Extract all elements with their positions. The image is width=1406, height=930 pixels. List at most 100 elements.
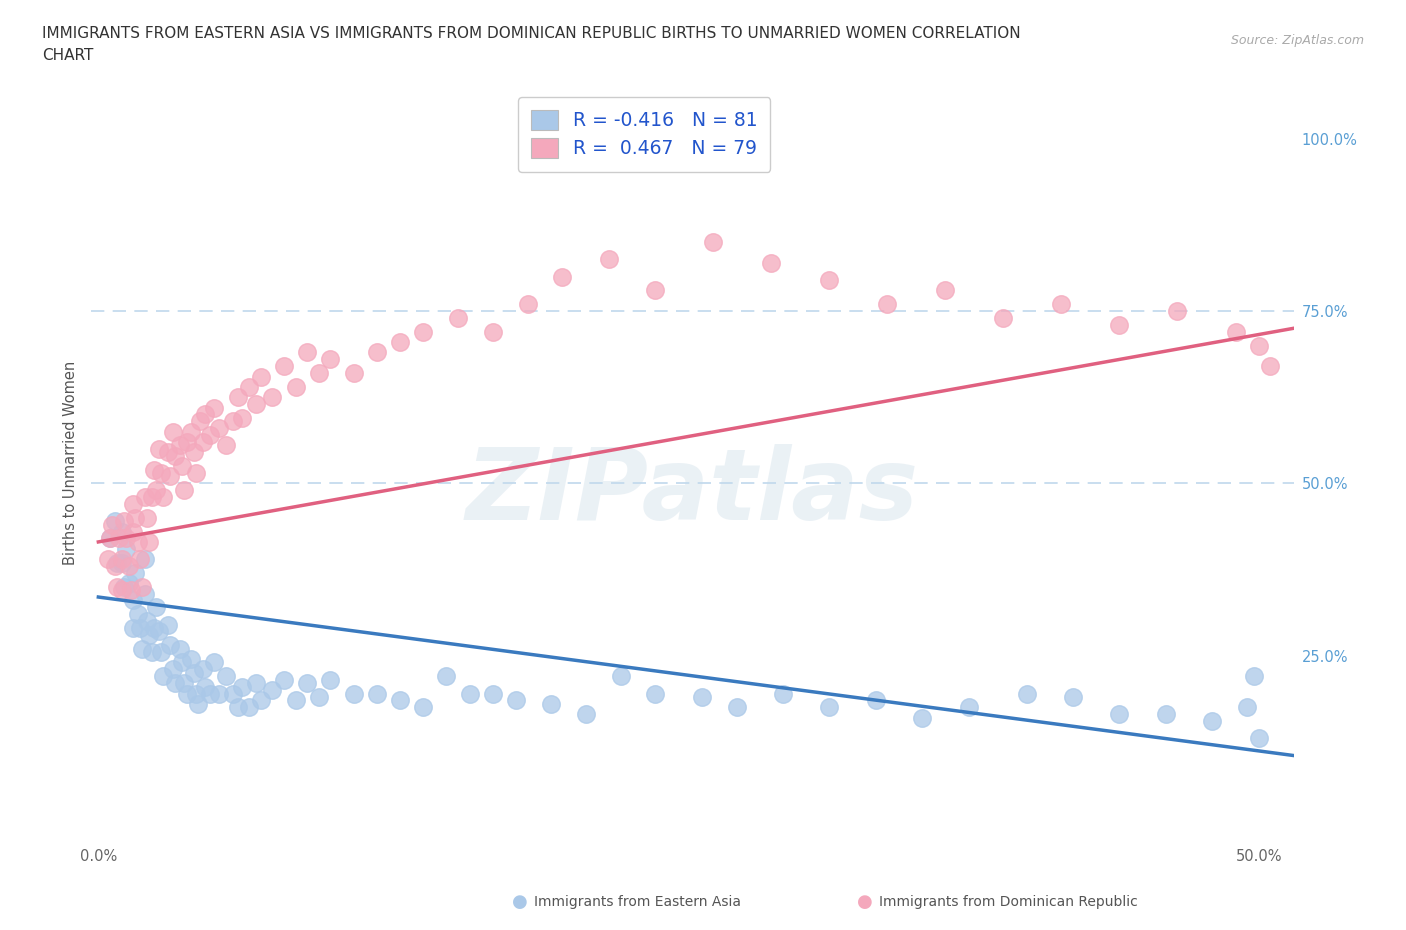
Point: [818, 272, 841, 287]
Point: [169, 438, 191, 453]
Point: [1062, 689, 1084, 704]
Point: [117, 559, 139, 574]
Point: [150, 466, 173, 481]
Point: [297, 676, 319, 691]
Point: [1258, 359, 1281, 374]
Point: [136, 511, 159, 525]
Point: [273, 359, 295, 374]
Point: [1154, 707, 1177, 722]
Point: [319, 352, 342, 366]
Point: [145, 483, 167, 498]
Point: [187, 697, 209, 711]
Point: [127, 535, 149, 550]
Point: [308, 689, 330, 704]
Point: [208, 420, 231, 435]
Point: [343, 365, 366, 380]
Point: [127, 607, 149, 622]
Point: [1225, 325, 1247, 339]
Point: [284, 693, 307, 708]
Point: [173, 483, 195, 498]
Point: [191, 662, 214, 677]
Point: [366, 345, 388, 360]
Point: [245, 676, 267, 691]
Point: [202, 400, 225, 415]
Point: [180, 652, 202, 667]
Text: ZIPatlas: ZIPatlas: [465, 445, 920, 541]
Point: [1108, 707, 1130, 722]
Point: [249, 693, 271, 708]
Point: [993, 311, 1015, 325]
Point: [110, 583, 132, 598]
Point: [231, 410, 253, 425]
Point: [101, 517, 124, 532]
Point: [308, 365, 330, 380]
Point: [156, 445, 179, 459]
Point: [110, 525, 132, 539]
Point: [222, 686, 245, 701]
Point: [159, 469, 181, 484]
Point: [138, 628, 160, 643]
Point: [136, 614, 159, 629]
Point: [644, 283, 666, 298]
Point: [876, 297, 898, 312]
Point: [176, 686, 198, 701]
Point: [319, 672, 342, 687]
Point: [98, 531, 121, 546]
Point: [105, 579, 128, 594]
Point: [141, 644, 163, 659]
Point: [1108, 317, 1130, 332]
Point: [183, 445, 205, 459]
Point: [104, 513, 127, 528]
Text: Immigrants from Dominican Republic: Immigrants from Dominican Republic: [879, 895, 1137, 910]
Point: [911, 711, 934, 725]
Point: [1247, 339, 1270, 353]
Point: [609, 669, 631, 684]
Point: [198, 686, 221, 701]
Point: [183, 665, 205, 680]
Point: [772, 686, 794, 701]
Point: [297, 345, 319, 360]
Legend: R = -0.416   N = 81, R =  0.467   N = 79: R = -0.416 N = 81, R = 0.467 N = 79: [519, 97, 770, 172]
Point: [1015, 686, 1038, 701]
Point: [208, 686, 231, 701]
Point: [134, 586, 156, 601]
Point: [98, 531, 121, 546]
Point: [152, 669, 174, 684]
Point: [190, 414, 212, 429]
Text: ●: ●: [856, 893, 873, 911]
Point: [215, 438, 238, 453]
Point: [249, 369, 271, 384]
Point: [389, 693, 412, 708]
Point: [482, 325, 505, 339]
Point: [129, 620, 152, 635]
Point: [150, 644, 173, 659]
Point: [173, 676, 195, 691]
Point: [110, 551, 132, 566]
Point: [141, 490, 163, 505]
Point: [148, 624, 170, 639]
Point: [124, 511, 146, 525]
Point: [238, 700, 260, 715]
Point: [934, 283, 956, 298]
Point: [191, 434, 214, 449]
Point: [702, 234, 724, 249]
Point: [152, 490, 174, 505]
Point: [131, 579, 153, 594]
Point: [148, 442, 170, 457]
Point: [366, 686, 388, 701]
Point: [145, 600, 167, 615]
Point: [226, 390, 249, 405]
Point: [156, 618, 179, 632]
Point: [644, 686, 666, 701]
Point: [170, 458, 193, 473]
Point: [273, 672, 295, 687]
Text: IMMIGRANTS FROM EASTERN ASIA VS IMMIGRANTS FROM DOMINICAN REPUBLIC BIRTHS TO UNM: IMMIGRANTS FROM EASTERN ASIA VS IMMIGRAN…: [42, 26, 1021, 41]
Point: [108, 531, 131, 546]
Point: [131, 642, 153, 657]
Point: [122, 593, 145, 608]
Point: [120, 583, 142, 598]
Point: [169, 642, 191, 657]
Point: [412, 700, 434, 715]
Point: [122, 525, 145, 539]
Point: [505, 693, 527, 708]
